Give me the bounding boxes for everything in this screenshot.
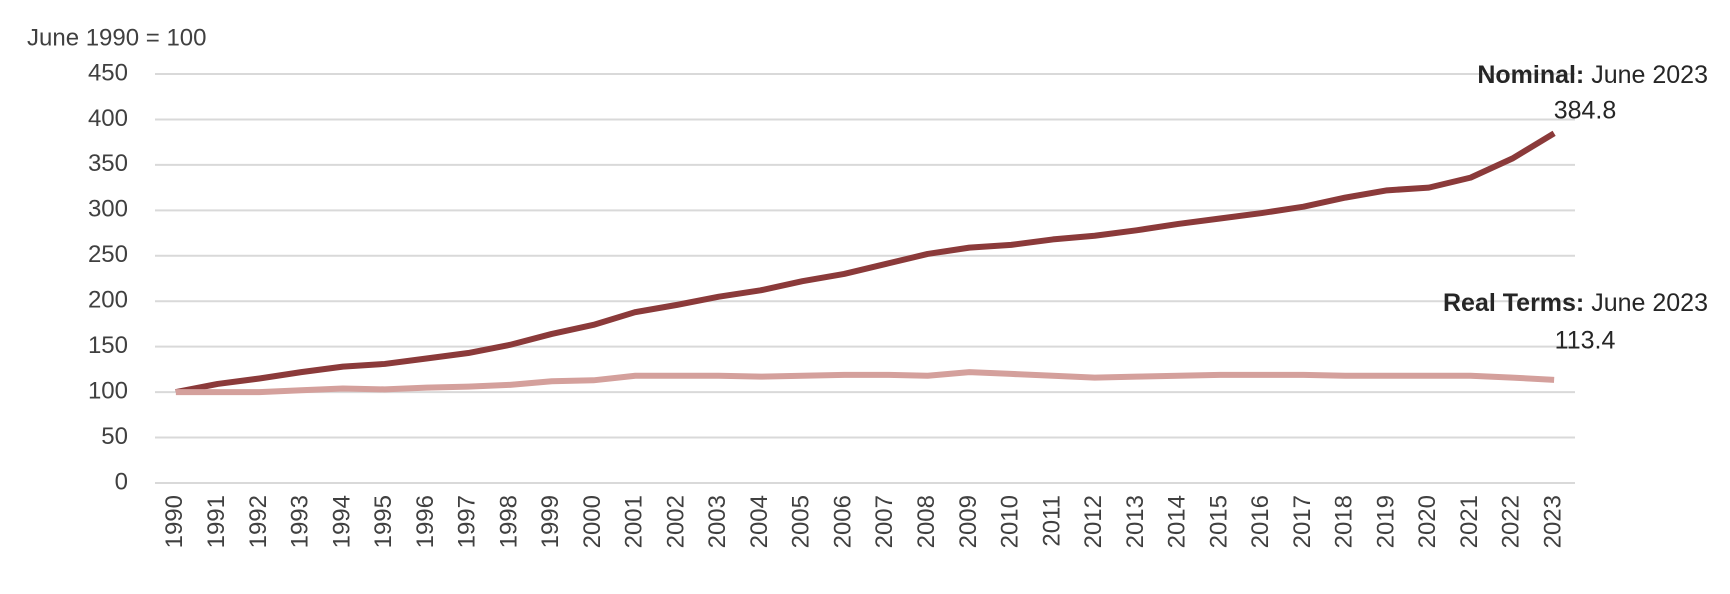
x-tick-label: 2019 bbox=[1372, 495, 1399, 548]
value-label: 384.8 bbox=[1554, 97, 1617, 125]
x-tick-label: 2013 bbox=[1122, 495, 1149, 548]
y-tick-label: 100 bbox=[88, 377, 128, 404]
x-tick-label: 2021 bbox=[1456, 495, 1483, 548]
x-tick-label: 2014 bbox=[1164, 495, 1191, 548]
x-tick-label: 2018 bbox=[1331, 495, 1358, 548]
x-tick-label: 2009 bbox=[955, 495, 982, 548]
x-tick-label: 1999 bbox=[537, 495, 564, 548]
annotation-date: June 2023 bbox=[1591, 289, 1708, 317]
x-tick-label: 2012 bbox=[1080, 495, 1107, 548]
y-tick-label: 300 bbox=[88, 196, 128, 223]
axis-unit-label: June 1990 = 100 bbox=[27, 24, 207, 51]
x-tick-label: 1995 bbox=[370, 495, 397, 548]
x-tick-label: 2023 bbox=[1539, 495, 1566, 548]
x-tick-label: 2010 bbox=[997, 495, 1024, 548]
annotation-series-name: Real Terms: bbox=[1443, 289, 1584, 317]
y-tick-label: 0 bbox=[115, 468, 128, 495]
y-tick-label: 50 bbox=[101, 423, 128, 450]
y-tick-label: 400 bbox=[88, 105, 128, 132]
x-tick-label: 2011 bbox=[1038, 495, 1065, 547]
x-tick-label: 2000 bbox=[579, 495, 606, 548]
series-line bbox=[175, 369, 1555, 396]
x-tick-label: 1990 bbox=[161, 495, 188, 548]
x-tick-label: 2022 bbox=[1498, 495, 1525, 548]
annotation: Nominal: June 2023 bbox=[1477, 61, 1708, 89]
annotation-date: June 2023 bbox=[1591, 61, 1708, 89]
x-tick-label: 2007 bbox=[871, 495, 898, 548]
y-tick-label: 250 bbox=[88, 241, 128, 268]
annotation: Real Terms: June 2023 bbox=[1443, 289, 1708, 317]
x-tick-label: 1997 bbox=[454, 495, 481, 548]
x-tick-label: 2002 bbox=[662, 495, 689, 548]
x-tick-label: 1994 bbox=[328, 495, 355, 548]
x-tick-label: 2004 bbox=[746, 495, 773, 548]
x-tick-label: 1998 bbox=[495, 495, 522, 548]
y-tick-label: 200 bbox=[88, 287, 128, 314]
x-tick-label: 2001 bbox=[621, 495, 648, 548]
x-tick-label: 2005 bbox=[788, 495, 815, 548]
x-tick-label: 2006 bbox=[829, 495, 856, 548]
y-tick-label: 350 bbox=[88, 150, 128, 177]
value-label: 113.4 bbox=[1555, 327, 1616, 355]
x-tick-label: 2003 bbox=[704, 495, 731, 548]
x-tick-label: 1993 bbox=[287, 495, 314, 548]
x-tick-label: 2017 bbox=[1289, 495, 1316, 548]
x-tick-label: 2015 bbox=[1205, 495, 1232, 548]
x-tick-label: 2016 bbox=[1247, 495, 1274, 548]
x-tick-label: 2020 bbox=[1414, 495, 1441, 548]
x-tick-label: 1996 bbox=[412, 495, 439, 548]
series-line bbox=[175, 130, 1556, 396]
x-tick-label: 1992 bbox=[245, 495, 272, 548]
x-tick-label: 1991 bbox=[203, 495, 230, 548]
y-tick-label: 450 bbox=[88, 59, 128, 86]
annotation-series-name: Nominal: bbox=[1477, 61, 1584, 89]
y-tick-label: 150 bbox=[88, 332, 128, 359]
x-tick-label: 2008 bbox=[913, 495, 940, 548]
